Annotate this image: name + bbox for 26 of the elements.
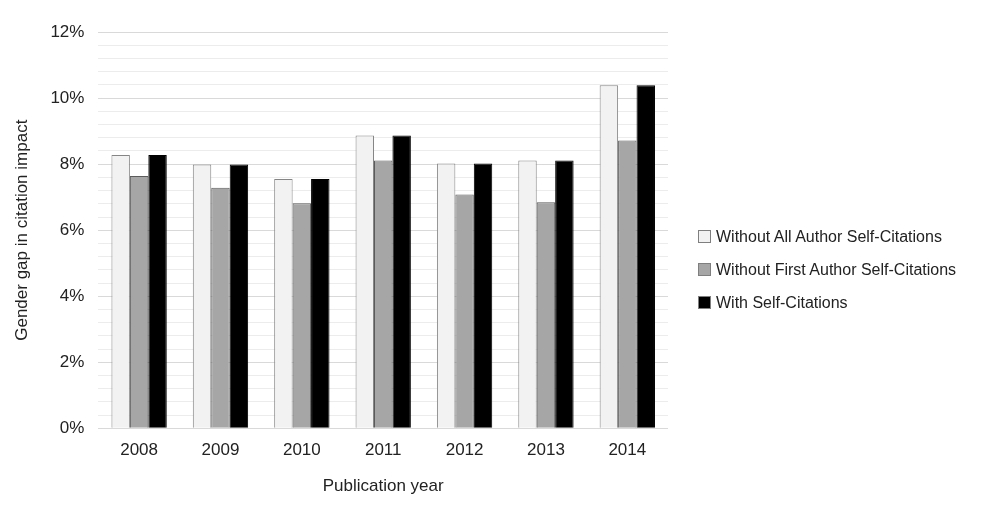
y-tick-label: 8%	[59, 153, 85, 173]
x-axis-title: Publication year	[322, 476, 445, 496]
bar	[148, 154, 167, 428]
y-tick-label: 12%	[50, 21, 85, 41]
y-tick-label: 10%	[50, 87, 85, 107]
y-tick-label: 6%	[59, 219, 85, 239]
x-tick-label: 2009	[201, 440, 240, 460]
x-tick-label: 2012	[445, 440, 484, 460]
legend-label: Without All Author Self-Citations	[716, 227, 942, 246]
bar	[636, 85, 655, 428]
x-tick-label: 2008	[120, 440, 159, 460]
bar	[392, 135, 411, 428]
bar	[311, 179, 330, 428]
y-tick-label: 2%	[59, 351, 85, 371]
x-tick-label: 2014	[608, 440, 647, 460]
y-axis-title: Gender gap in citation impact	[11, 119, 31, 341]
x-tick-label: 2013	[527, 440, 565, 460]
bar	[229, 164, 249, 428]
y-tick-label: 0%	[59, 417, 85, 437]
y-tick-label: 4%	[59, 285, 85, 305]
bar	[555, 160, 574, 428]
x-tick-label: 2010	[282, 440, 321, 460]
x-tick-label: 2011	[364, 440, 402, 460]
bar	[473, 163, 493, 428]
legend-label: Without First Author Self-Citations	[716, 260, 957, 279]
legend-label: With Self-Citations	[716, 293, 848, 312]
